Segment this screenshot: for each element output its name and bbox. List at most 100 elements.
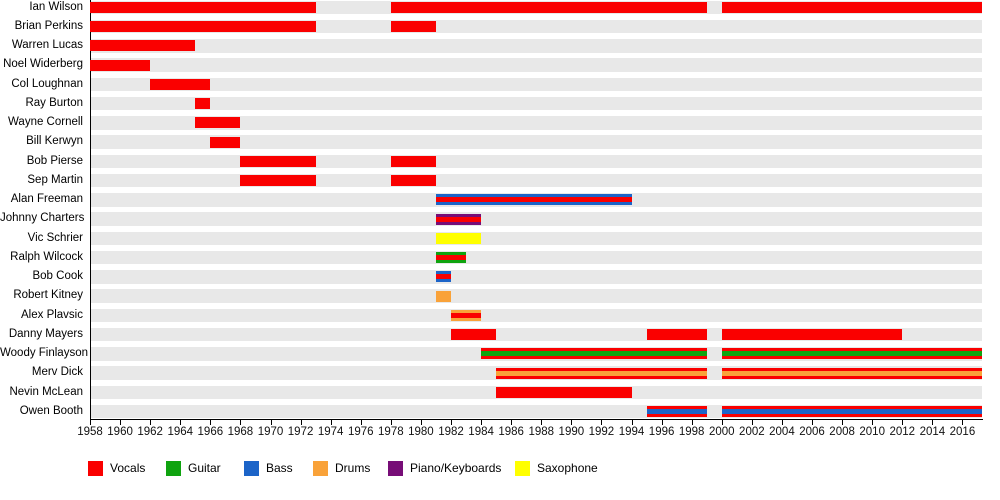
axis-year-label: 1958 (77, 426, 103, 438)
axis-year-label: 1966 (197, 426, 224, 438)
axis-year-label: 1998 (678, 426, 705, 438)
legend-label: Piano/Keyboards (410, 461, 502, 475)
axis-tick (270, 420, 272, 425)
axis-tick (120, 420, 122, 425)
legend-swatch-pianokeyboards (388, 461, 403, 476)
legend-label: Saxophone (537, 461, 598, 475)
axis-year-label: 2012 (889, 426, 916, 438)
axis-tick (962, 420, 964, 425)
member-timeline-band (91, 231, 982, 245)
member-name-label: Alex Plavsic (21, 308, 83, 321)
member-timeline-band (91, 116, 982, 130)
axis-tick (150, 420, 152, 425)
legend-label: Vocals (110, 461, 146, 475)
member-name-label: Sep Martin (27, 173, 83, 186)
axis-year-label: 2010 (859, 426, 885, 438)
axis-year-label: 1970 (257, 426, 284, 438)
axis-tick (180, 420, 182, 425)
member-timeline-band (91, 212, 982, 226)
legend-swatch-guitar (166, 461, 181, 476)
axis-tick (601, 420, 603, 425)
member-timeline-band (91, 154, 982, 168)
member-name-label: Bob Pierse (26, 154, 83, 167)
member-name-label: Bill Kerwyn (26, 135, 83, 148)
timeline-bar-bass-vocals (435, 194, 632, 206)
axis-year-label: 1962 (137, 426, 163, 438)
timeline-bar-vocals (496, 386, 632, 398)
timeline-bar-vocals (90, 59, 151, 71)
axis-year-label: 1960 (107, 426, 133, 438)
axis-tick (721, 420, 723, 425)
member-name-label: Ray Burton (25, 96, 83, 109)
timeline-bar-guitar-vocals (435, 252, 467, 263)
member-name-label: Ian Wilson (29, 0, 83, 13)
legend-label: Guitar (188, 461, 221, 475)
legend-swatch-bass (244, 461, 259, 476)
axis-year-label: 1982 (438, 426, 464, 438)
member-timeline-band (91, 270, 982, 284)
member-name-label: Bob Cook (32, 270, 83, 282)
axis-year-label: 1968 (227, 426, 254, 438)
timeline-bar-vocals (195, 98, 211, 109)
axis-year-label: 1992 (588, 426, 615, 438)
member-timeline-band (91, 58, 982, 72)
member-name-label: Robert Kitney (13, 289, 83, 302)
member-name-label: Merv Dick (31, 366, 83, 379)
timeline-bar-vocals (90, 40, 196, 52)
legend-label: Bass (266, 461, 293, 475)
member-timeline-band (91, 77, 982, 91)
timeline-bar-drums (435, 290, 451, 302)
axis-year-label: 1976 (347, 426, 374, 438)
axis-year-label: 1978 (378, 426, 404, 438)
axis-year-label: 1994 (618, 426, 645, 438)
axis-year-label: 1974 (317, 426, 344, 438)
member-name-label: Nevin McLean (9, 385, 83, 398)
axis-year-label: 2000 (708, 426, 735, 438)
axis-tick (511, 420, 513, 425)
axis-tick (300, 420, 302, 425)
axis-year-label: 2004 (769, 426, 795, 438)
timeline-bar-vocals-drums (721, 367, 982, 379)
axis-tick (631, 420, 633, 425)
axis-year-label: 2014 (919, 426, 946, 438)
axis-tick (571, 420, 573, 425)
axis-tick (691, 420, 693, 425)
member-timeline-band (91, 96, 982, 111)
member-name-label: Johnny Charters (0, 212, 85, 225)
timeline-bar-vocals-bass (646, 406, 707, 417)
legend-swatch-vocals (88, 461, 103, 476)
axis-year-label: 2002 (739, 426, 765, 438)
timeline-bar-vocals (195, 117, 241, 129)
axis-tick (210, 420, 212, 425)
axis-year-label: 1972 (287, 426, 314, 438)
timeline-bar-vocals (721, 1, 982, 13)
legend-label: Drums (335, 461, 371, 475)
timeline-bar-vocals (90, 1, 316, 13)
member-timeline-band (91, 135, 982, 149)
timeline-bar-vocals (721, 329, 903, 340)
timeline-bar-vocals (390, 21, 436, 32)
member-name-label: Brian Perkins (14, 19, 83, 32)
member-name-label: Col Loughnan (11, 77, 83, 90)
member-timeline-band (91, 173, 982, 188)
timeline-bar-vocals-guitar (721, 348, 982, 360)
axis-year-label: 1984 (468, 426, 494, 438)
timeline-bar-bass-vocals (435, 271, 451, 283)
axis-year-label: 2006 (799, 426, 825, 438)
axis-tick (812, 420, 814, 425)
member-timeline-band (91, 308, 982, 322)
axis-tick (872, 420, 874, 425)
axis-year-label: 1988 (528, 426, 555, 438)
member-timeline-band (91, 250, 982, 265)
timeline-bar-vocals (390, 155, 436, 167)
axis-tick (751, 420, 753, 425)
axis-year-label: 1964 (167, 426, 194, 438)
timeline-bar-vocals (240, 155, 316, 167)
timeline-bar-vocals (150, 78, 211, 90)
axis-year-label: 1980 (408, 426, 434, 438)
axis-tick (842, 420, 844, 425)
timeline-bar-saxophone (435, 232, 482, 244)
axis-tick (330, 420, 332, 425)
timeline-bar-vocals-guitar (481, 348, 707, 360)
